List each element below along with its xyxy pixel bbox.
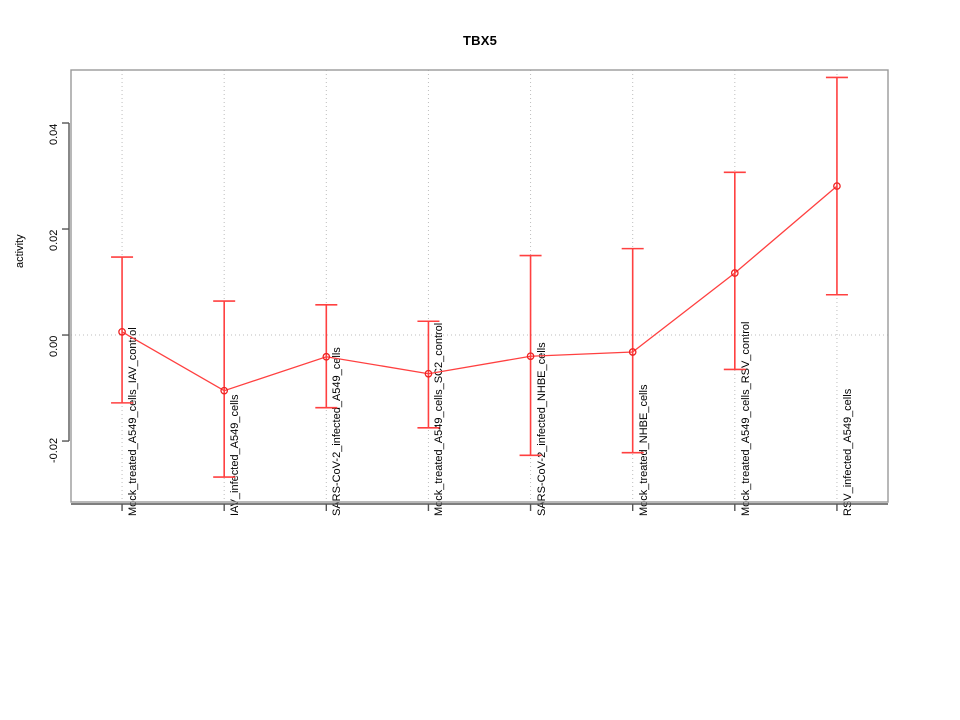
data-point-marker bbox=[628, 348, 637, 356]
data-point-marker bbox=[730, 269, 739, 277]
axis-layer bbox=[62, 69, 889, 511]
page-title: TBX5 bbox=[462, 33, 498, 48]
plot-box bbox=[70, 69, 889, 503]
series-line bbox=[121, 185, 838, 392]
data-point-marker bbox=[526, 352, 535, 361]
error-bar bbox=[825, 76, 848, 296]
error-bar bbox=[621, 247, 644, 454]
data-point-marker bbox=[833, 182, 841, 190]
series-layer bbox=[111, 76, 848, 478]
error-bar bbox=[723, 171, 746, 371]
grid-layer bbox=[71, 70, 888, 502]
data-point-marker bbox=[424, 369, 433, 378]
error-bar bbox=[111, 256, 134, 404]
error-bar bbox=[417, 320, 440, 429]
error-bar bbox=[315, 304, 338, 409]
data-point-marker bbox=[220, 386, 229, 395]
error-bar bbox=[519, 254, 542, 457]
data-point-marker bbox=[322, 352, 331, 361]
error-bar bbox=[213, 300, 236, 478]
data-point-marker bbox=[118, 328, 126, 336]
